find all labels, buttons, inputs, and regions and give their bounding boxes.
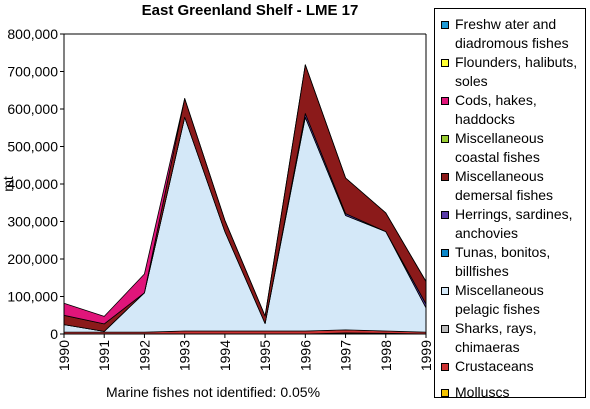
legend-label: Crustaceans xyxy=(455,358,534,374)
x-tick-label: 1999 xyxy=(418,340,434,371)
y-tick-label: 200,000 xyxy=(7,251,58,267)
area-series-cods-hakes-haddocks xyxy=(63,64,427,325)
legend-label: Sharks, rays, chimaeras xyxy=(455,320,537,355)
x-tick-label: 1995 xyxy=(257,340,273,371)
x-tick-label: 1991 xyxy=(96,340,112,371)
legend-swatch xyxy=(441,325,449,333)
legend-swatch xyxy=(441,59,449,67)
x-tick-label: 1993 xyxy=(177,340,193,371)
legend-label: Flounders, halibuts, soles xyxy=(455,54,578,89)
y-tick-label: 0 xyxy=(50,326,58,342)
y-tick-label: 600,000 xyxy=(7,101,58,117)
x-tick-label: 1997 xyxy=(338,340,354,371)
chart-title: East Greenland Shelf - LME 17 xyxy=(141,2,359,19)
legend-swatch xyxy=(441,135,449,143)
legend-label: Molluscs xyxy=(455,384,510,400)
legend-swatch xyxy=(441,97,449,105)
legend-label: Miscellaneous demersal fishes xyxy=(455,168,554,203)
x-tick-label: 1996 xyxy=(297,340,313,371)
legend-swatch xyxy=(441,211,449,219)
legend-label: Tunas, bonitos, billfishes xyxy=(455,244,551,279)
legend-swatch xyxy=(441,363,449,371)
y-tick-label: 400,000 xyxy=(7,176,58,192)
y-axis-title: mt xyxy=(0,176,16,192)
legend-swatch xyxy=(441,249,449,257)
y-tick-label: 700,000 xyxy=(7,64,58,80)
chart-legend: Freshw ater and diadromous fishes Flounde… xyxy=(434,8,586,400)
y-tick-label: 100,000 xyxy=(7,289,58,305)
y-tick-label: 500,000 xyxy=(7,139,58,155)
legend-label: Herrings, sardines, anchovies xyxy=(455,206,573,241)
x-tick-label: 1994 xyxy=(217,340,233,371)
x-tick-label: 1998 xyxy=(378,340,394,371)
x-tick-label: 1990 xyxy=(56,340,72,371)
legend-label: Freshw ater and diadromous fishes xyxy=(455,16,569,51)
legend-swatch xyxy=(441,287,449,295)
chart-plot: 0 100,000 200,000 300,000 400,000 500,000 600,… xyxy=(0,26,434,371)
chart-footnote: Marine fishes not identified: 0.05% xyxy=(106,384,321,400)
y-tick-label: 800,000 xyxy=(7,26,58,42)
legend-swatch xyxy=(441,173,449,181)
y-tick-label: 300,000 xyxy=(7,214,58,230)
legend-swatch xyxy=(441,21,449,29)
legend-label: Cods, hakes, haddocks xyxy=(455,92,537,127)
legend-label: Miscellaneous pelagic fishes xyxy=(455,282,544,317)
x-tick-label: 1992 xyxy=(136,340,152,371)
legend-label: Miscellaneous coastal fishes xyxy=(455,130,544,165)
legend-swatch xyxy=(441,389,449,397)
